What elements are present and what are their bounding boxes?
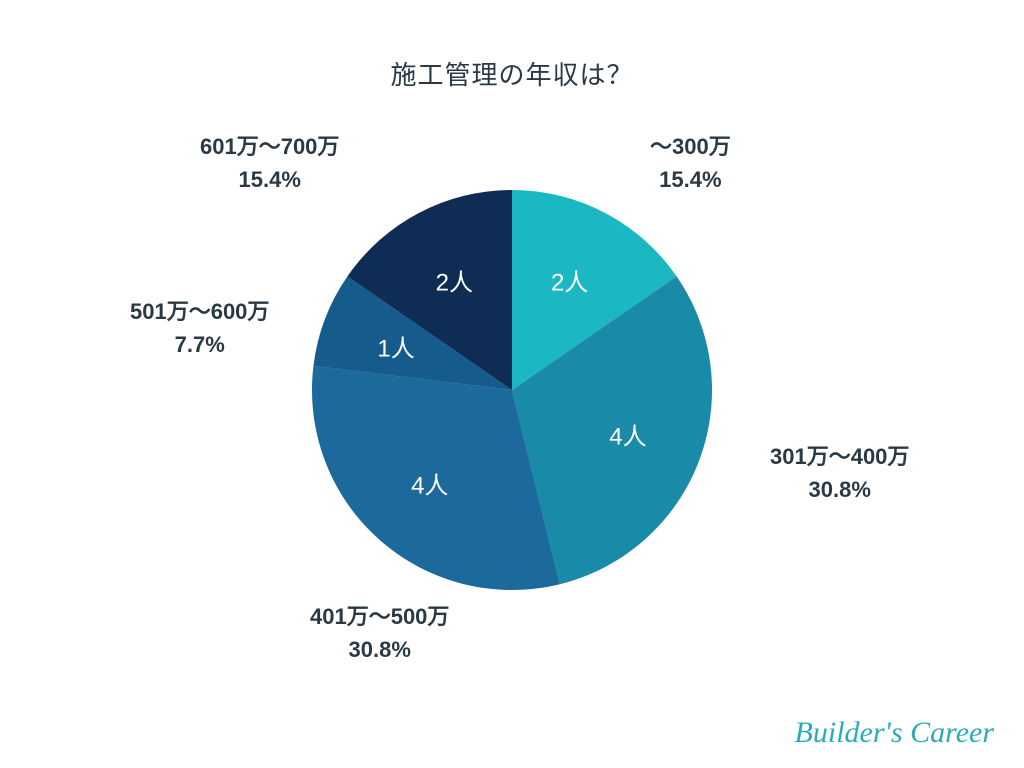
- slice-category-label: 301万～400万: [770, 440, 909, 473]
- slice-percent-label: 30.8%: [310, 633, 449, 666]
- slice-outer-label: 501万～600万7.7%: [130, 295, 269, 361]
- slice-outer-label: 601万～700万15.4%: [200, 130, 339, 196]
- slice-outer-label: ～300万15.4%: [650, 130, 731, 196]
- pie-svg: [312, 190, 712, 590]
- slice-category-label: 401万～500万: [310, 600, 449, 633]
- slice-percent-label: 7.7%: [130, 328, 269, 361]
- pie-chart: 2人4人4人1人2人: [312, 190, 712, 590]
- slice-category-label: 501万～600万: [130, 295, 269, 328]
- slice-outer-label: 301万～400万30.8%: [770, 440, 909, 506]
- watermark-logo: Builder's Career: [795, 716, 994, 750]
- slice-percent-label: 30.8%: [770, 473, 909, 506]
- slice-outer-label: 401万～500万30.8%: [310, 600, 449, 666]
- slice-category-label: ～300万: [650, 130, 731, 163]
- chart-title: 施工管理の年収は？: [0, 55, 1024, 92]
- slice-category-label: 601万～700万: [200, 130, 339, 163]
